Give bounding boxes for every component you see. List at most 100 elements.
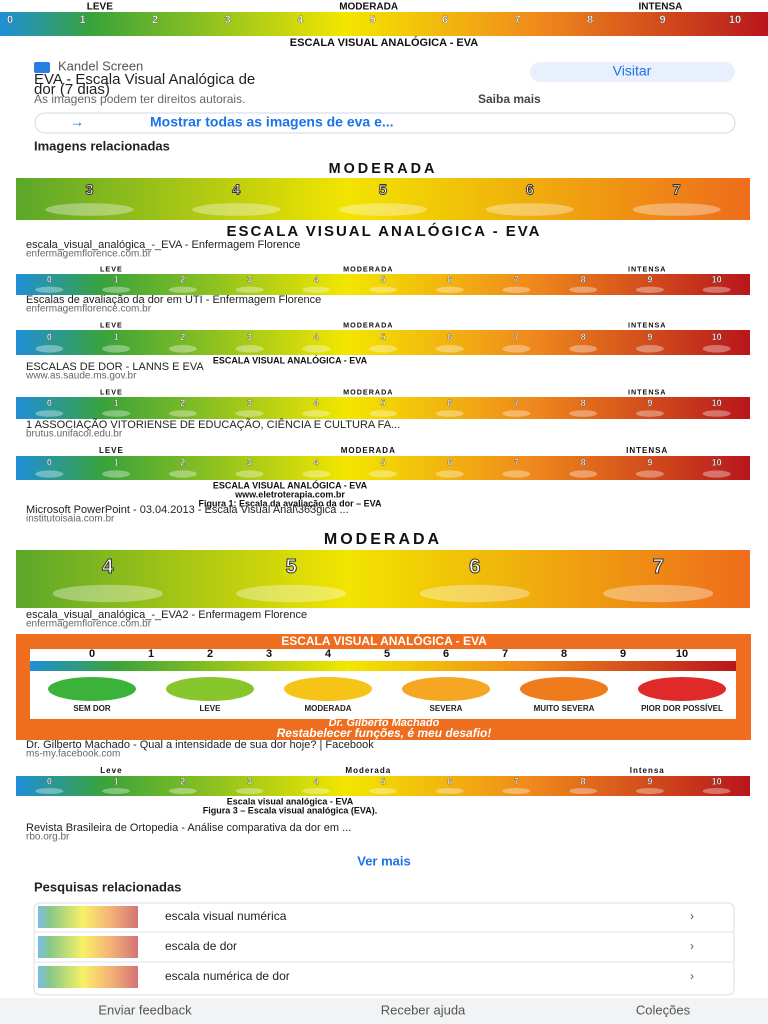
scale-label: MODERADA [343, 264, 393, 273]
scale-label: INTENSA [639, 2, 683, 13]
result-caption[interactable]: Revista Brasileira de Ortopedia - Anális… [26, 822, 351, 834]
learn-more[interactable]: Saiba mais [478, 92, 541, 106]
chevron: › [690, 969, 694, 983]
face [520, 677, 608, 701]
result-image[interactable]: LEVE MODERADA INTENSA 0 1 2 3 4 5 6 7 8 9 10 [16, 387, 750, 419]
result-caption[interactable]: escala_visual_analógica_-_EVA2 - Enferma… [26, 609, 307, 621]
search-term[interactable]: escala de dor [165, 939, 237, 953]
face [702, 286, 731, 293]
result-domain: brutus.unifacol.edu.br [26, 429, 123, 440]
result-caption[interactable]: Microsoft PowerPoint - 03.04.2013 - Esca… [26, 504, 349, 516]
poster-heading: ESCALA VISUAL ANALÓGICA - EVA [281, 633, 487, 648]
arrow: → [70, 114, 84, 130]
face [435, 410, 464, 417]
face [284, 677, 372, 701]
face [302, 470, 331, 478]
scale-number: 4 [297, 14, 304, 26]
scale-label: LEVE [100, 320, 123, 329]
scale-number: 7 [653, 556, 664, 578]
show-all-label[interactable]: Mostrar todas as imagens de eva e... [150, 114, 394, 130]
chevron: › [690, 939, 694, 953]
face [635, 470, 664, 478]
scale-number: 10 [729, 14, 741, 26]
scale-bar [16, 178, 750, 220]
scale-number: 0 [47, 776, 52, 786]
face [302, 286, 331, 293]
scale-number: 4 [314, 332, 319, 342]
face [35, 788, 64, 794]
show-all-button[interactable] [34, 112, 736, 134]
scale-number: 9 [620, 648, 626, 660]
footer-link[interactable]: Enviar feedback [98, 1002, 192, 1017]
scale-number: 2 [180, 275, 185, 285]
face [302, 788, 331, 794]
visit-button[interactable] [530, 62, 735, 82]
result-domain: www.as.saude.ms.gov.br [25, 371, 137, 382]
face [168, 410, 197, 417]
image-caption: Figura 3 – Escala visual analógica (EVA)… [203, 805, 377, 815]
result-caption[interactable]: escala_visual_analógica_-_EVA - Enfermag… [26, 239, 300, 251]
result-image[interactable]: MODERADA 4 5 6 7 [16, 530, 750, 608]
scale-number: 4 [314, 776, 319, 786]
visit-label[interactable]: Visitar [613, 63, 652, 79]
scale-number: 1 [114, 275, 119, 285]
scale-label: LEVE [87, 2, 113, 13]
face [435, 345, 464, 353]
scale-bar [16, 330, 750, 355]
result-caption[interactable]: Dr. Gilberto Machado - Qual a intensidad… [26, 739, 374, 751]
notice: As imagens podem ter direitos autorais. [34, 92, 245, 106]
face [102, 470, 131, 478]
scale-label: MODERADA [341, 446, 396, 455]
result-image[interactable]: LEVE MODERADA INTENSA 0 1 2 3 4 5 6 7 8 9 10 ESCALA VI… [16, 320, 750, 365]
scale-number: 1 [114, 332, 119, 342]
search-rows: escala visual numérica › escala de dor › esc… [34, 906, 734, 988]
result-image[interactable]: Leve Moderada Intensa 0 1 2 3 4 5 6 7 8 9 10 Escala vi… [16, 766, 750, 815]
label-band [16, 388, 750, 397]
scale-number: 6 [447, 398, 452, 408]
scale-bar [0, 12, 768, 36]
scale-bar [16, 776, 750, 796]
scale-number: 1 [79, 14, 85, 26]
scale-bar [16, 550, 750, 608]
footer-link[interactable]: Coleções [636, 1002, 691, 1017]
poster-panel [30, 649, 736, 719]
scale-number: 8 [581, 776, 586, 786]
result-caption[interactable]: 1 ASSOCIAÇÃO VITORIENSE DE EDUCAÇÃO, CIÊ… [26, 418, 400, 431]
face [369, 470, 397, 478]
search-term[interactable]: escala numérica de dor [165, 969, 290, 983]
face [569, 470, 598, 478]
result-image[interactable]: LEVE MODERADA INTENSA 0 1 2 3 4 5 6 7 8 9 10 [16, 264, 750, 295]
face [35, 410, 64, 417]
scale-number: 2 [180, 332, 185, 342]
scale-number: 7 [514, 332, 519, 342]
face [635, 286, 664, 293]
search-term[interactable]: escala visual numérica [165, 909, 287, 923]
footer-link[interactable]: Receber ajuda [381, 1002, 466, 1017]
face [702, 470, 731, 478]
scale-label: INTENSA [628, 387, 667, 396]
image-caption: www.eletroterapia.com.br [234, 489, 345, 499]
result-caption[interactable]: Escalas de avaliação da dor em UTI - Enf… [26, 294, 321, 306]
result-domain: enfermagemflorence.com.br [26, 304, 152, 315]
face [168, 788, 197, 794]
face [192, 203, 281, 216]
more-link[interactable]: Ver mais [357, 853, 411, 868]
result-image[interactable]: LEVE MODERADA INTENSA 0 1 2 3 4 5 6 7 8 9 10 ESCALA VI… [16, 446, 750, 508]
scale-number: 10 [676, 648, 688, 660]
result-image[interactable]: MODERADA 3 4 5 6 7 ESCALA VISUAL ANALÓGICA - E… [16, 160, 750, 240]
scale-number: 4 [314, 275, 319, 285]
scale-number: 2 [180, 458, 185, 468]
scale-number: 10 [712, 398, 722, 408]
result-domain: ms-my.facebook.com [26, 749, 120, 760]
scale-number: 9 [647, 458, 652, 468]
scale-number: 0 [47, 398, 52, 408]
section-heading: Pesquisas relacionadas [34, 879, 181, 894]
face [435, 788, 464, 794]
face [369, 788, 397, 794]
face [369, 410, 397, 417]
image-caption: ESCALA VISUAL ANALÓGICA - EVA [213, 354, 368, 365]
footer-links: Enviar feedback Receber ajuda Coleções [98, 1002, 690, 1017]
result-image[interactable]: ESCALA VISUAL ANALÓGICA - EVA 0 1 2 3 4 5 6 7 8 9 1… [16, 633, 751, 740]
face [235, 345, 264, 353]
result-caption[interactable]: ESCALAS DE DOR - LANNS E EVA [26, 361, 204, 373]
